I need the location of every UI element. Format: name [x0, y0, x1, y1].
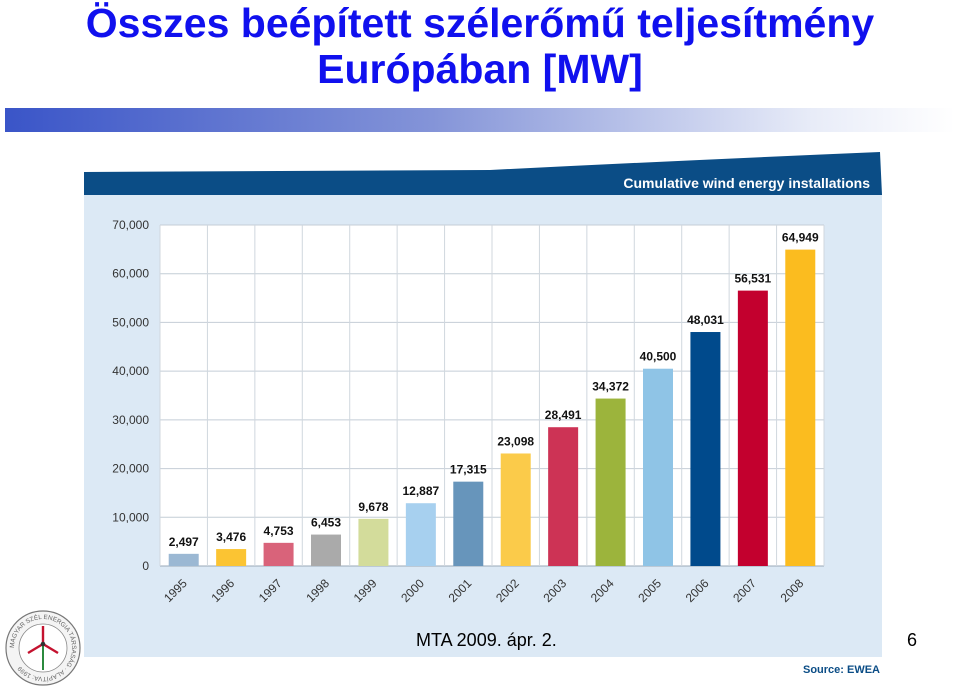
slide-title: Összes beépített szélerőmű teljesítmény … — [0, 0, 960, 92]
value-label-1995: 2,497 — [169, 535, 199, 549]
bar-1998 — [311, 534, 341, 566]
y-tick-label: 20,000 — [112, 462, 149, 476]
y-tick-label: 70,000 — [112, 218, 149, 232]
y-tick-label: 10,000 — [112, 510, 149, 524]
bar-1997 — [263, 542, 294, 566]
chart-title: Cumulative wind energy installations — [623, 175, 870, 191]
value-label-2001: 17,315 — [450, 463, 487, 477]
value-label-2003: 28,491 — [545, 408, 582, 422]
bars-layer — [168, 249, 816, 566]
labels-layer: 2,497 3,476 4,753 6,453 9,678 12,887 17,315 23,… — [169, 231, 819, 549]
bar-1996 — [216, 549, 247, 566]
footer-text: MTA 2009. ápr. 2. — [416, 630, 557, 650]
slide-title-line2: Európában [MW] — [317, 46, 643, 92]
chart-header-band — [84, 152, 882, 195]
value-label-1996: 3,476 — [216, 530, 246, 544]
bar-1999 — [358, 518, 389, 566]
value-label-2000: 12,887 — [403, 484, 440, 498]
value-label-2002: 23,098 — [497, 434, 534, 448]
bar-1995 — [168, 553, 199, 566]
y-axis-ticks: 0 10,000 20,000 30,000 40,000 50,000 60,000 70,… — [112, 218, 149, 573]
organization-logo: MAGYAR SZÉL ENERGIA TÁRSASÁG · ALAPÍTVA:… — [5, 610, 81, 686]
value-label-1997: 4,753 — [264, 524, 294, 538]
y-tick-label: 40,000 — [112, 364, 149, 378]
y-tick-label: 60,000 — [112, 267, 149, 281]
title-gradient-bar — [5, 108, 955, 132]
bar-2000 — [405, 503, 436, 566]
value-label-1998: 6,453 — [311, 516, 341, 530]
value-label-1999: 9,678 — [358, 500, 388, 514]
y-tick-label: 50,000 — [112, 315, 149, 329]
bar-2006 — [690, 332, 721, 566]
value-label-2005: 40,500 — [640, 350, 677, 364]
value-label-2006: 48,031 — [687, 313, 724, 327]
bar-2004 — [595, 398, 626, 566]
value-label-2007: 56,531 — [735, 272, 772, 286]
bar-2003 — [548, 427, 579, 566]
y-tick-label: 30,000 — [112, 413, 149, 427]
y-tick-label: 0 — [142, 559, 149, 573]
bar-2007 — [737, 290, 768, 566]
source-label: Source: EWEA — [803, 664, 880, 676]
bar-2002 — [500, 453, 531, 566]
slide-title-line1: Összes beépített szélerőmű teljesítmény — [85, 0, 875, 46]
bar-2008 — [785, 249, 816, 566]
value-label-2008: 64,949 — [782, 231, 819, 245]
value-label-2004: 34,372 — [592, 380, 629, 394]
wind-turbine-icon — [27, 626, 59, 670]
bar-2005 — [643, 368, 673, 566]
page-number: 6 — [907, 630, 918, 650]
bar-2001 — [453, 481, 484, 566]
